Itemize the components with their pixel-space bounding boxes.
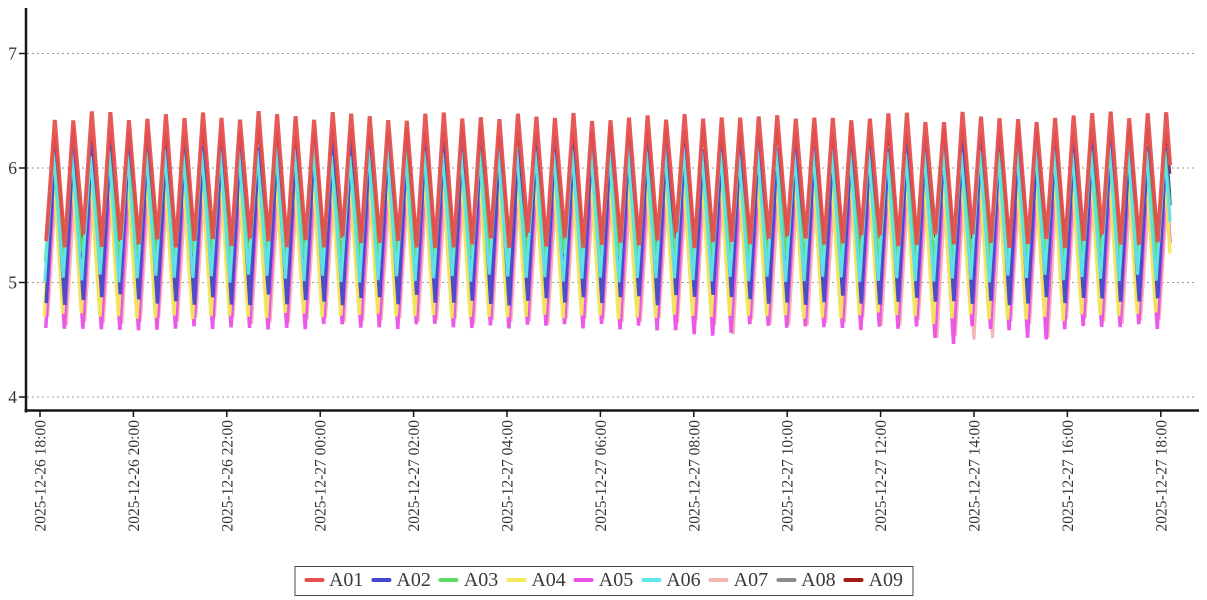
legend-swatch-a09 — [843, 578, 864, 582]
legend-label: A03 — [463, 569, 499, 591]
x-tick-label: 2025-12-27 08:00 — [686, 420, 703, 532]
legend-swatch-a05 — [573, 578, 594, 582]
legend-swatch-a01 — [303, 578, 324, 582]
legend-item-a01[interactable]: A01 — [303, 569, 364, 591]
y-tick-label: 6 — [8, 158, 17, 178]
legend-item-a03[interactable]: A03 — [438, 569, 499, 591]
series-line-a01[interactable] — [44, 111, 1173, 249]
x-tick-label: 2025-12-26 20:00 — [126, 420, 143, 532]
x-tick-label: 2025-12-27 14:00 — [967, 420, 984, 532]
legend-label: A07 — [733, 569, 769, 591]
legend: A01 A02 A03 A04 A05 A06 A07 A08 A09 — [293, 566, 914, 596]
y-tick-label: 4 — [8, 387, 17, 407]
legend-item-a04[interactable]: A04 — [506, 569, 566, 591]
legend-item-a05[interactable]: A05 — [573, 569, 634, 591]
legend-label: A06 — [666, 569, 701, 591]
x-tick-label: 2025-12-27 00:00 — [313, 420, 330, 532]
legend-label: A09 — [868, 569, 904, 591]
x-tick-label: 2025-12-27 06:00 — [593, 420, 610, 532]
legend-item-a02[interactable]: A02 — [371, 569, 431, 591]
legend-swatch-a07 — [708, 578, 729, 582]
x-tick-label: 2025-12-27 02:00 — [406, 420, 423, 532]
legend-item-a06[interactable]: A06 — [641, 569, 701, 591]
legend-item-a08[interactable]: A08 — [776, 569, 836, 591]
x-tick-label: 2025-12-27 12:00 — [873, 420, 890, 532]
legend-label: A04 — [531, 569, 566, 591]
legend-item-a07[interactable]: A07 — [708, 569, 769, 591]
x-tick-label: 2025-12-27 04:00 — [500, 420, 517, 532]
legend-item-a09[interactable]: A09 — [843, 569, 904, 591]
legend-swatch-a06 — [641, 578, 662, 582]
x-tick-label: 2025-12-27 10:00 — [780, 420, 797, 532]
legend-label: A08 — [801, 569, 836, 591]
legend-swatch-a04 — [506, 578, 527, 582]
legend-label: A01 — [328, 569, 364, 591]
x-tick-label: 2025-12-26 22:00 — [219, 420, 236, 532]
x-tick-label: 2025-12-26 18:00 — [33, 420, 50, 532]
legend-label: A05 — [598, 569, 634, 591]
y-tick-label: 7 — [8, 44, 17, 64]
legend-swatch-a02 — [371, 578, 392, 582]
legend-swatch-a03 — [438, 578, 459, 582]
x-tick-label: 2025-12-27 18:00 — [1153, 420, 1170, 532]
legend-swatch-a08 — [776, 578, 797, 582]
x-tick-label: 2025-12-27 16:00 — [1060, 420, 1077, 532]
y-tick-label: 5 — [8, 273, 17, 293]
legend-label: A02 — [396, 569, 431, 591]
